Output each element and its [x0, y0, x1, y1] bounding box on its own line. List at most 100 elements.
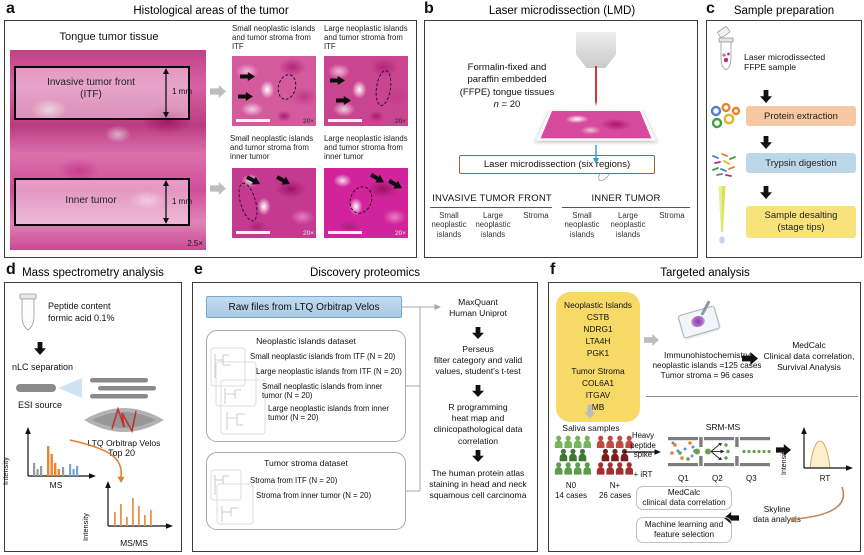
- nplus-label: N+ 26 cases: [598, 481, 632, 500]
- nlc-esi-icon: [16, 378, 156, 399]
- inset-magnification: 20×: [394, 118, 406, 125]
- panel-f-label: f: [550, 261, 556, 278]
- laser-spot-icon: [589, 102, 601, 110]
- target-protein: LTA4H: [585, 336, 611, 346]
- laser-head-icon: [576, 32, 616, 68]
- target-protein: COL6A1: [581, 378, 615, 388]
- scale-bar: [328, 118, 362, 122]
- lmd-column: Stroma: [659, 211, 685, 220]
- annotation-arrow-icon: [369, 171, 386, 186]
- dashed-outline-icon: [275, 72, 299, 102]
- inner-tumor-region-label: Inner tumor: [65, 195, 117, 206]
- inset-label: Small neoplastic islands and tumor strom…: [232, 24, 316, 52]
- rt-y-axis-label: Intensity: [781, 448, 788, 475]
- proteins-icon: [710, 102, 741, 129]
- inner-tumor-region-box: Inner tumor: [14, 178, 190, 226]
- itf-region-label: Invasive tumor front (ITF): [47, 77, 135, 100]
- tissue-title: Tongue tumor tissue: [59, 31, 159, 43]
- scale-bar: [236, 118, 270, 122]
- stroma-dataset-box: [206, 452, 406, 530]
- pipeline-step: R programming heat map and clinicopatholog…: [433, 402, 523, 446]
- inset-label: Large neoplastic islands and tumor strom…: [324, 24, 408, 52]
- medcalc-correlation-box: MedCalc clinical data correlation: [636, 486, 732, 510]
- inner-group-header: INNER TUMOR: [591, 193, 661, 204]
- pipeline-step: MaxQuant Human Uniprot: [449, 297, 507, 319]
- srm-quadrupole-diagram: [668, 437, 771, 467]
- itf-region-box: Invasive tumor front (ITF): [14, 66, 190, 120]
- targets-group2-title: Tumor Stroma: [571, 366, 625, 376]
- panel-a-title: Histological areas of the tumor: [133, 5, 289, 17]
- panel-a-label: a: [6, 0, 15, 17]
- msms-x-axis-label: MS/MS: [120, 538, 148, 548]
- annotation-arrow-icon: [387, 177, 404, 192]
- main-magnification: 2.5×: [187, 239, 203, 248]
- panel-f-title: Targeted analysis: [660, 267, 750, 279]
- target-protein: MB: [591, 402, 605, 412]
- panel-e-label: e: [194, 261, 203, 278]
- top20-label: Top 20: [108, 448, 136, 458]
- panel-e-title: Discovery proteomics: [310, 267, 420, 279]
- orbitrap-icon: [84, 406, 164, 434]
- ffpe-sample-label: Laser microdissected FFPE sample: [744, 52, 826, 73]
- lmd-regions-box: Laser microdissection (six regions): [459, 155, 655, 174]
- msms-spectrum-plot: [105, 481, 173, 529]
- q-label: Q2: [712, 474, 723, 483]
- dataset-title: Neoplastic islands dataset: [256, 336, 356, 346]
- tongue-tissue-image: Invasive tumor front (ITF) Inner tumor 2.…: [10, 50, 206, 250]
- inset-magnification: 20×: [302, 230, 314, 237]
- dataset-item: Large neoplastic islands from inner tumo…: [268, 404, 389, 423]
- ffpe-sample-tube-icon: [717, 26, 734, 71]
- inset-image-large-itf: 20×: [324, 56, 408, 126]
- dendrogram-icon: [210, 347, 266, 435]
- raw-files-box: Raw files from LTQ Orbitrap Velos: [206, 296, 402, 318]
- nlc-label: nLC separation: [12, 362, 74, 372]
- inset-image-large-inner: 20×: [324, 168, 408, 238]
- scale-bar: [328, 230, 362, 234]
- lmd-column: Stroma: [523, 211, 549, 220]
- lmd-column: Large neoplastic islands: [475, 211, 511, 239]
- dataset-item: Small neoplastic islands from inner tumo…: [262, 382, 383, 401]
- laser-beam-icon: [595, 66, 597, 106]
- inset-magnification: 20×: [302, 118, 314, 125]
- machine-learning-box: Machine learning and feature selection: [636, 517, 732, 543]
- sample-desalting-step: Sample desalting (stage tips): [746, 206, 856, 238]
- lmd-column: Small neoplastic islands: [564, 211, 600, 239]
- saliva-label: Saliva samples: [562, 423, 620, 433]
- panel-b-label: b: [424, 0, 434, 17]
- inset-magnification: 20×: [394, 230, 406, 237]
- peptide-tube-icon: [19, 293, 37, 331]
- annotation-arrow-icon: [275, 173, 292, 188]
- inset-image-small-inner: 20×: [232, 168, 316, 238]
- q-label: Q1: [678, 474, 689, 483]
- itf-group-rule: [430, 207, 552, 208]
- inset-label: Small neoplastic islands and tumor strom…: [230, 134, 314, 162]
- panel-b-title: Laser microdissection (LMD): [488, 5, 636, 17]
- annotation-arrow-icon: [336, 96, 351, 105]
- dashed-outline-icon: [234, 180, 262, 224]
- tissue-slide-icon: [536, 109, 656, 141]
- section-divider: [646, 396, 858, 397]
- ffpe-text: Formalin-fixed and paraffin embedded (FFPE…: [459, 62, 555, 111]
- dendrogram-icon: [210, 469, 254, 525]
- panel-d-title: Mass spectrometry analysis: [22, 267, 164, 279]
- pipeline-step: The human protein atlas staining in head …: [429, 468, 527, 501]
- esi-label: ESI source: [18, 400, 63, 410]
- peptide-content-label: Peptide content formic acid 0.1%: [48, 301, 115, 324]
- ihc-slide-icon: [677, 298, 724, 344]
- trypsin-digestion-step: Trypsin digestion: [746, 153, 856, 173]
- inner-group-rule: [562, 207, 690, 208]
- annotation-arrow-icon: [240, 72, 255, 81]
- neoplastic-dataset-box: [206, 330, 406, 442]
- annotation-arrow-icon: [238, 92, 253, 101]
- target-protein: NDRG1: [583, 324, 613, 334]
- panel-d-label: d: [6, 261, 16, 278]
- ms-spectrum-plot: [25, 427, 96, 479]
- dashed-outline-icon: [345, 183, 377, 217]
- dataset-item: Stroma from inner tumor (N = 20): [256, 491, 372, 500]
- peptides-icon: [712, 153, 736, 177]
- heavy-peptide-text: Heavy peptide spike + iRT: [630, 431, 656, 480]
- dataset-item: Large neoplastic islands from ITF (N = 2…: [256, 367, 402, 376]
- inner-scale-label: 1 mm: [172, 197, 192, 206]
- targets-group1-title: Neoplastic Islands: [564, 300, 632, 310]
- q-label: Q3: [746, 474, 757, 483]
